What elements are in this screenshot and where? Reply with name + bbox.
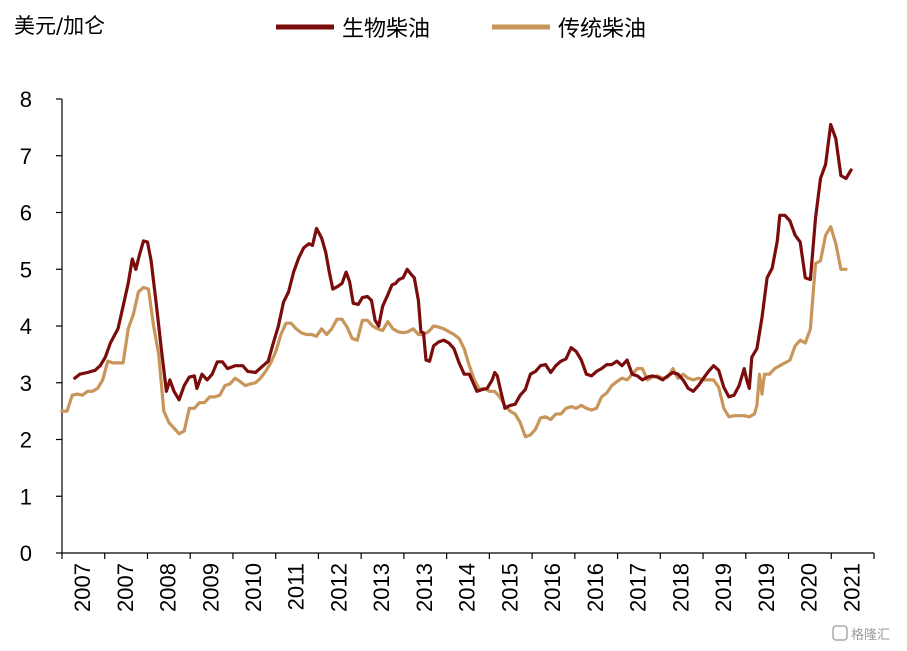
x-tick-label: 2021 [839,563,864,612]
x-tick-label: 2015 [497,563,522,612]
x-tick-label: 2019 [754,563,779,612]
x-tick-label: 2013 [369,563,394,612]
x-tick-label: 2017 [626,563,651,612]
watermark-logo-icon [832,625,848,641]
x-tick-label: 2014 [455,563,480,612]
legend-label-biodiesel: 生物柴油 [342,17,430,42]
y-tick-label: 8 [20,87,32,112]
y-axis: 0 1 2 3 4 5 6 7 8 [20,87,63,566]
x-tick-label: 2018 [668,563,693,612]
x-tick-label: 2010 [241,563,266,612]
y-tick-label: 4 [20,314,32,339]
x-tick-label: 2007 [113,563,138,612]
watermark: 格隆汇 [832,625,890,643]
x-tick-label: 2007 [70,563,95,612]
legend: 生物柴油 传统柴油 [276,17,646,42]
x-tick-label: 2020 [797,563,822,612]
series-line-biodiesel [73,122,853,410]
y-tick-label: 3 [20,371,32,396]
legend-label-diesel: 传统柴油 [558,17,646,42]
y-tick-label: 5 [20,257,32,282]
watermark-text: 格隆汇 [851,627,890,643]
series-lines [60,122,853,439]
x-tick-label: 2009 [198,563,223,612]
x-axis: 2007 2007 2008 2009 2010 2011 2012 2013 2013 2014… [61,552,875,612]
y-tick-label: 1 [20,484,32,509]
y-tick-label: 0 [20,541,32,566]
x-tick-label: 2016 [583,563,608,612]
x-tick-label: 2012 [326,563,351,612]
series-line-diesel [60,225,848,439]
x-tick-label: 2019 [711,563,736,612]
x-tick-label: 2011 [284,563,309,610]
y-tick-label: 6 [20,201,32,226]
y-tick-label: 2 [20,428,32,453]
x-tick-label: 2016 [540,563,565,612]
y-axis-unit-label: 美元/加仑 [14,14,105,38]
x-tick-label: 2008 [156,563,181,612]
x-tick-label: 2013 [412,563,437,612]
y-tick-label: 7 [20,144,32,169]
